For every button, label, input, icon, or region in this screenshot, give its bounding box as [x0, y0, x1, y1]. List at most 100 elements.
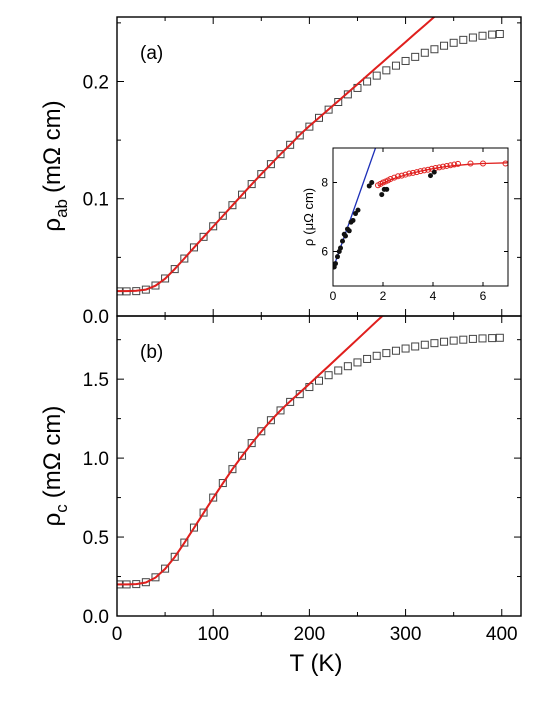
- data-point: [395, 173, 401, 180]
- data-point: [340, 238, 345, 244]
- y-axis-unit: (mΩ cm): [39, 406, 66, 499]
- data-point: [199, 508, 208, 517]
- data-point: [406, 170, 413, 177]
- y-tick-label: 0.2: [83, 72, 109, 93]
- data-point: [391, 174, 398, 181]
- x-tick-label: 400: [486, 624, 518, 645]
- data-point: [170, 552, 179, 561]
- y-tick-label: 0.5: [83, 528, 109, 549]
- data-point: [488, 30, 497, 39]
- y-tick-label: 0.1: [83, 190, 109, 211]
- y-axis-symbol: ρ: [301, 239, 316, 246]
- data-point: [161, 564, 170, 573]
- data-point: [443, 162, 450, 169]
- data-point: [488, 334, 497, 343]
- data-point: [480, 160, 486, 167]
- data-point: [180, 538, 189, 547]
- data-point: [141, 578, 150, 587]
- data-point: [459, 35, 468, 44]
- data-point: [353, 358, 362, 367]
- data-point: [286, 397, 295, 406]
- data-point: [421, 167, 428, 174]
- data-point: [189, 523, 198, 532]
- data-point: [247, 439, 256, 448]
- data-point: [430, 339, 439, 348]
- data-point: [391, 346, 400, 355]
- data-point: [468, 33, 477, 42]
- y-axis-subscript: c: [52, 504, 71, 513]
- data-point: [218, 211, 227, 220]
- data-point: [350, 217, 356, 223]
- data-point: [391, 61, 400, 70]
- data-point: [151, 281, 160, 290]
- data-point: [363, 77, 372, 86]
- data-point: [324, 371, 333, 380]
- data-point: [369, 180, 375, 185]
- data-point: [295, 131, 304, 140]
- data-point: [189, 243, 198, 252]
- data-point: [417, 168, 424, 175]
- data-point: [346, 228, 352, 234]
- data-point: [276, 406, 285, 415]
- data-point: [335, 254, 340, 260]
- data-point: [257, 170, 266, 179]
- y-axis-label: ρc (mΩ cm): [39, 406, 71, 527]
- data-point: [355, 207, 361, 213]
- data-point: [449, 336, 458, 345]
- data-point: [334, 366, 343, 375]
- data-point: [151, 573, 160, 582]
- panel-b: 0 100 200 300 400 0.0 0.5 1.0 1.5 (b) ρc (mΩ cm): [39, 315, 522, 645]
- data-point: [333, 261, 338, 267]
- data-point: [257, 427, 266, 436]
- panel-a: 0.00.10.2(a)ρab(mΩ cm): [39, 16, 522, 328]
- panel-tag: (a): [140, 43, 163, 64]
- data-point: [238, 451, 247, 460]
- data-point: [353, 211, 358, 217]
- data-point: [384, 186, 390, 192]
- data-point: [379, 192, 385, 198]
- data-point: [238, 190, 247, 199]
- y-tick-label: 6: [321, 245, 328, 259]
- plot-frame: [332, 147, 509, 287]
- data-point: [286, 140, 295, 149]
- inset: 0 2 4 6 6 8 ρ (μΩ cm): [301, 147, 509, 303]
- y-axis-symbol: ρ: [39, 513, 66, 527]
- data-point: [266, 160, 275, 169]
- data-point: [449, 38, 458, 47]
- data-point: [315, 113, 323, 122]
- data-point: [455, 160, 461, 167]
- data-point: [199, 232, 208, 241]
- data-point: [324, 105, 333, 114]
- data-point: [428, 173, 433, 179]
- x-tick-label: 200: [294, 624, 326, 645]
- data-point: [495, 333, 504, 342]
- data-point: [305, 122, 314, 131]
- data-point: [401, 56, 410, 65]
- data-point: [266, 416, 275, 425]
- x-tick-label: 0: [112, 624, 123, 645]
- y-tick-label: 1.5: [83, 370, 109, 391]
- data-point: [467, 160, 474, 167]
- data-point: [411, 52, 420, 61]
- fit-line: [117, 17, 436, 292]
- data-point: [468, 334, 477, 343]
- data-point: [372, 71, 381, 80]
- data-point: [431, 169, 437, 175]
- data-point: [410, 169, 416, 176]
- data-point: [295, 390, 304, 399]
- data-point: [436, 164, 443, 171]
- data-point: [228, 465, 237, 474]
- data-point: [401, 344, 410, 353]
- data-point: [430, 45, 439, 54]
- y-axis-unit: (mΩ cm): [39, 100, 66, 193]
- data-point: [315, 376, 323, 385]
- y-axis-subscript: ab: [52, 199, 71, 218]
- data-point: [372, 351, 381, 360]
- data-point: [343, 362, 352, 371]
- data-point: [387, 176, 394, 183]
- data-point: [413, 169, 420, 176]
- plot-area: [117, 316, 504, 589]
- fit-line: [117, 316, 384, 586]
- x-tick-label: 300: [390, 624, 422, 645]
